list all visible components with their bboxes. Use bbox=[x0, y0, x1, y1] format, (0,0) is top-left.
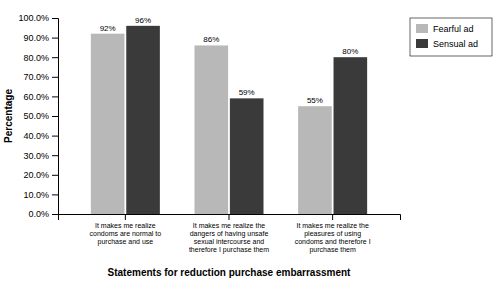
tick: 30.0% bbox=[23, 151, 58, 161]
tick-label: 90.0% bbox=[23, 33, 49, 43]
data-label: 92% bbox=[100, 24, 116, 33]
tick-mark bbox=[52, 116, 58, 117]
tick-mark bbox=[52, 38, 58, 39]
data-label: 86% bbox=[203, 35, 219, 44]
tick-mark bbox=[52, 18, 58, 19]
tick: 80.0% bbox=[23, 53, 58, 63]
tick: It makes me realizecondoms are normal to… bbox=[90, 214, 162, 246]
chart: 92% 86% 55% 96% 59% 80% 0.0% 10.0% 20.0% 30.0% 40.… bbox=[0, 0, 500, 282]
tick-label: It makes me realizecondoms are normal to… bbox=[90, 222, 162, 246]
y-axis-title: Percentage bbox=[3, 89, 14, 143]
bar bbox=[126, 26, 160, 214]
tick: 70.0% bbox=[23, 72, 58, 82]
tick-mark bbox=[332, 214, 333, 220]
bar bbox=[230, 98, 264, 214]
plot: 92% 86% 55% 96% 59% 80% 0.0% 10.0% 20.0% 30.0% 40.… bbox=[18, 13, 400, 254]
tick-label: 10.0% bbox=[23, 190, 49, 200]
legend-item: Sensual ad bbox=[416, 39, 478, 49]
tick-label: 40.0% bbox=[23, 131, 49, 141]
tick: 0.0% bbox=[28, 209, 58, 219]
tick-label: 70.0% bbox=[23, 72, 49, 82]
tick-label: 80.0% bbox=[23, 53, 49, 63]
legend-label: Sensual ad bbox=[433, 39, 478, 49]
tick-mark bbox=[125, 214, 126, 220]
bar-series bbox=[126, 26, 367, 214]
tick-mark bbox=[52, 214, 58, 215]
tick-label: 30.0% bbox=[23, 151, 49, 161]
legend-swatch bbox=[416, 24, 428, 33]
data-label: 96% bbox=[135, 16, 151, 25]
axis-line bbox=[59, 215, 401, 221]
tick: 100.0% bbox=[18, 13, 58, 23]
legend-item: Fearful ad bbox=[416, 24, 474, 34]
tick-mark bbox=[52, 96, 58, 97]
tick: 60.0% bbox=[23, 92, 58, 102]
y-axis: 0.0% 10.0% 20.0% 30.0% 40.0% 50.0% 60.0% 70.0% 8… bbox=[18, 13, 58, 219]
tick: 40.0% bbox=[23, 131, 58, 141]
tick-mark bbox=[52, 175, 58, 176]
tick-label: 60.0% bbox=[23, 92, 49, 102]
tick-label: It makes me realize thepleasures of usin… bbox=[295, 222, 371, 254]
data-label: 55% bbox=[307, 96, 323, 105]
tick: 10.0% bbox=[23, 190, 58, 200]
axis-line bbox=[52, 19, 59, 215]
legend-frame bbox=[410, 18, 492, 56]
data-label: 80% bbox=[342, 47, 358, 56]
data-label: 59% bbox=[239, 88, 255, 97]
data-labels: 92% 86% 55% 96% 59% 80% bbox=[100, 16, 359, 105]
tick-mark bbox=[52, 57, 58, 58]
tick: 90.0% bbox=[23, 33, 58, 43]
tick-mark bbox=[52, 77, 58, 78]
tick: 50.0% bbox=[23, 111, 58, 121]
legend-swatch bbox=[416, 39, 428, 48]
x-axis: It makes me realizecondoms are normal to… bbox=[59, 214, 401, 254]
tick-mark bbox=[52, 155, 58, 156]
legend: Fearful ad Sensual ad bbox=[410, 18, 492, 56]
tick-mark bbox=[52, 194, 58, 195]
bar bbox=[298, 106, 332, 214]
bars bbox=[91, 26, 367, 214]
x-axis-title: Statements for reduction purchase embarr… bbox=[108, 267, 352, 278]
bar bbox=[334, 57, 368, 214]
legend-label: Fearful ad bbox=[433, 24, 474, 34]
tick: It makes me realize thedangers of having… bbox=[189, 214, 269, 254]
bar bbox=[91, 34, 125, 214]
tick-label: 20.0% bbox=[23, 170, 49, 180]
tick-mark bbox=[229, 214, 230, 220]
tick-label: 0.0% bbox=[28, 209, 49, 219]
tick: It makes me realize thepleasures of usin… bbox=[295, 214, 371, 254]
bar bbox=[194, 45, 228, 214]
tick-mark bbox=[52, 136, 58, 137]
tick-label: It makes me realize thedangers of having… bbox=[189, 222, 269, 254]
tick-label: 50.0% bbox=[23, 111, 49, 121]
tick-label: 100.0% bbox=[18, 13, 49, 23]
tick: 20.0% bbox=[23, 170, 58, 180]
